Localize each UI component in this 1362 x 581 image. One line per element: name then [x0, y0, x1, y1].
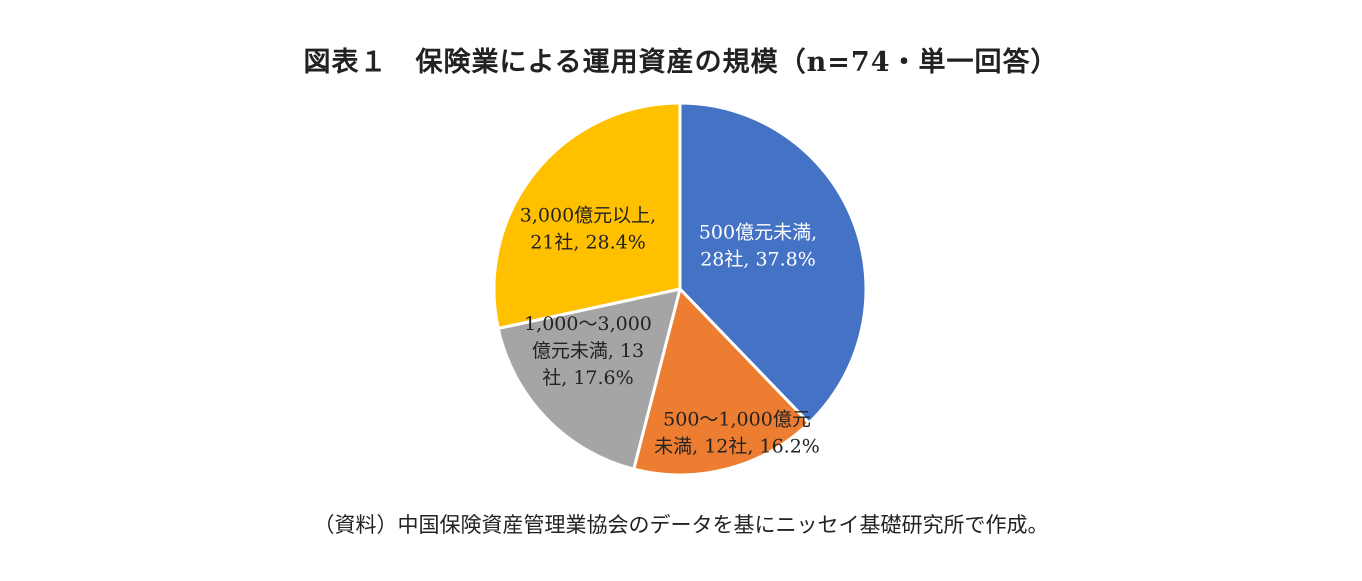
pie-slice [632, 287, 811, 477]
pie-labels: 500億元未満, 28社, 37.8% 500～1,000億元未満, 12社, 16… [520, 205, 820, 458]
pie-slice [492, 101, 682, 330]
chart-title: 図表１ 保険業による運用資産の規模（n=74・単一回答） [303, 47, 1059, 78]
source-note: （資料）中国保険資産管理業協会のデータを基にニッセイ基礎研究所で作成。 [313, 513, 1049, 537]
slice-data-label: 500～1,000億元未満, 12社, 16.2% [654, 409, 820, 458]
pie-slice [678, 101, 868, 425]
slice-data-label: 500億元未満, 28社, 37.8% [699, 222, 817, 271]
pie-slice [496, 287, 682, 471]
slice-data-label: 3,000億元以上, 21社, 28.4% [520, 205, 656, 254]
pie-slices [492, 101, 868, 477]
slice-data-label: 1,000～3,000 億元未満, 13 社, 17.6% [524, 313, 652, 389]
